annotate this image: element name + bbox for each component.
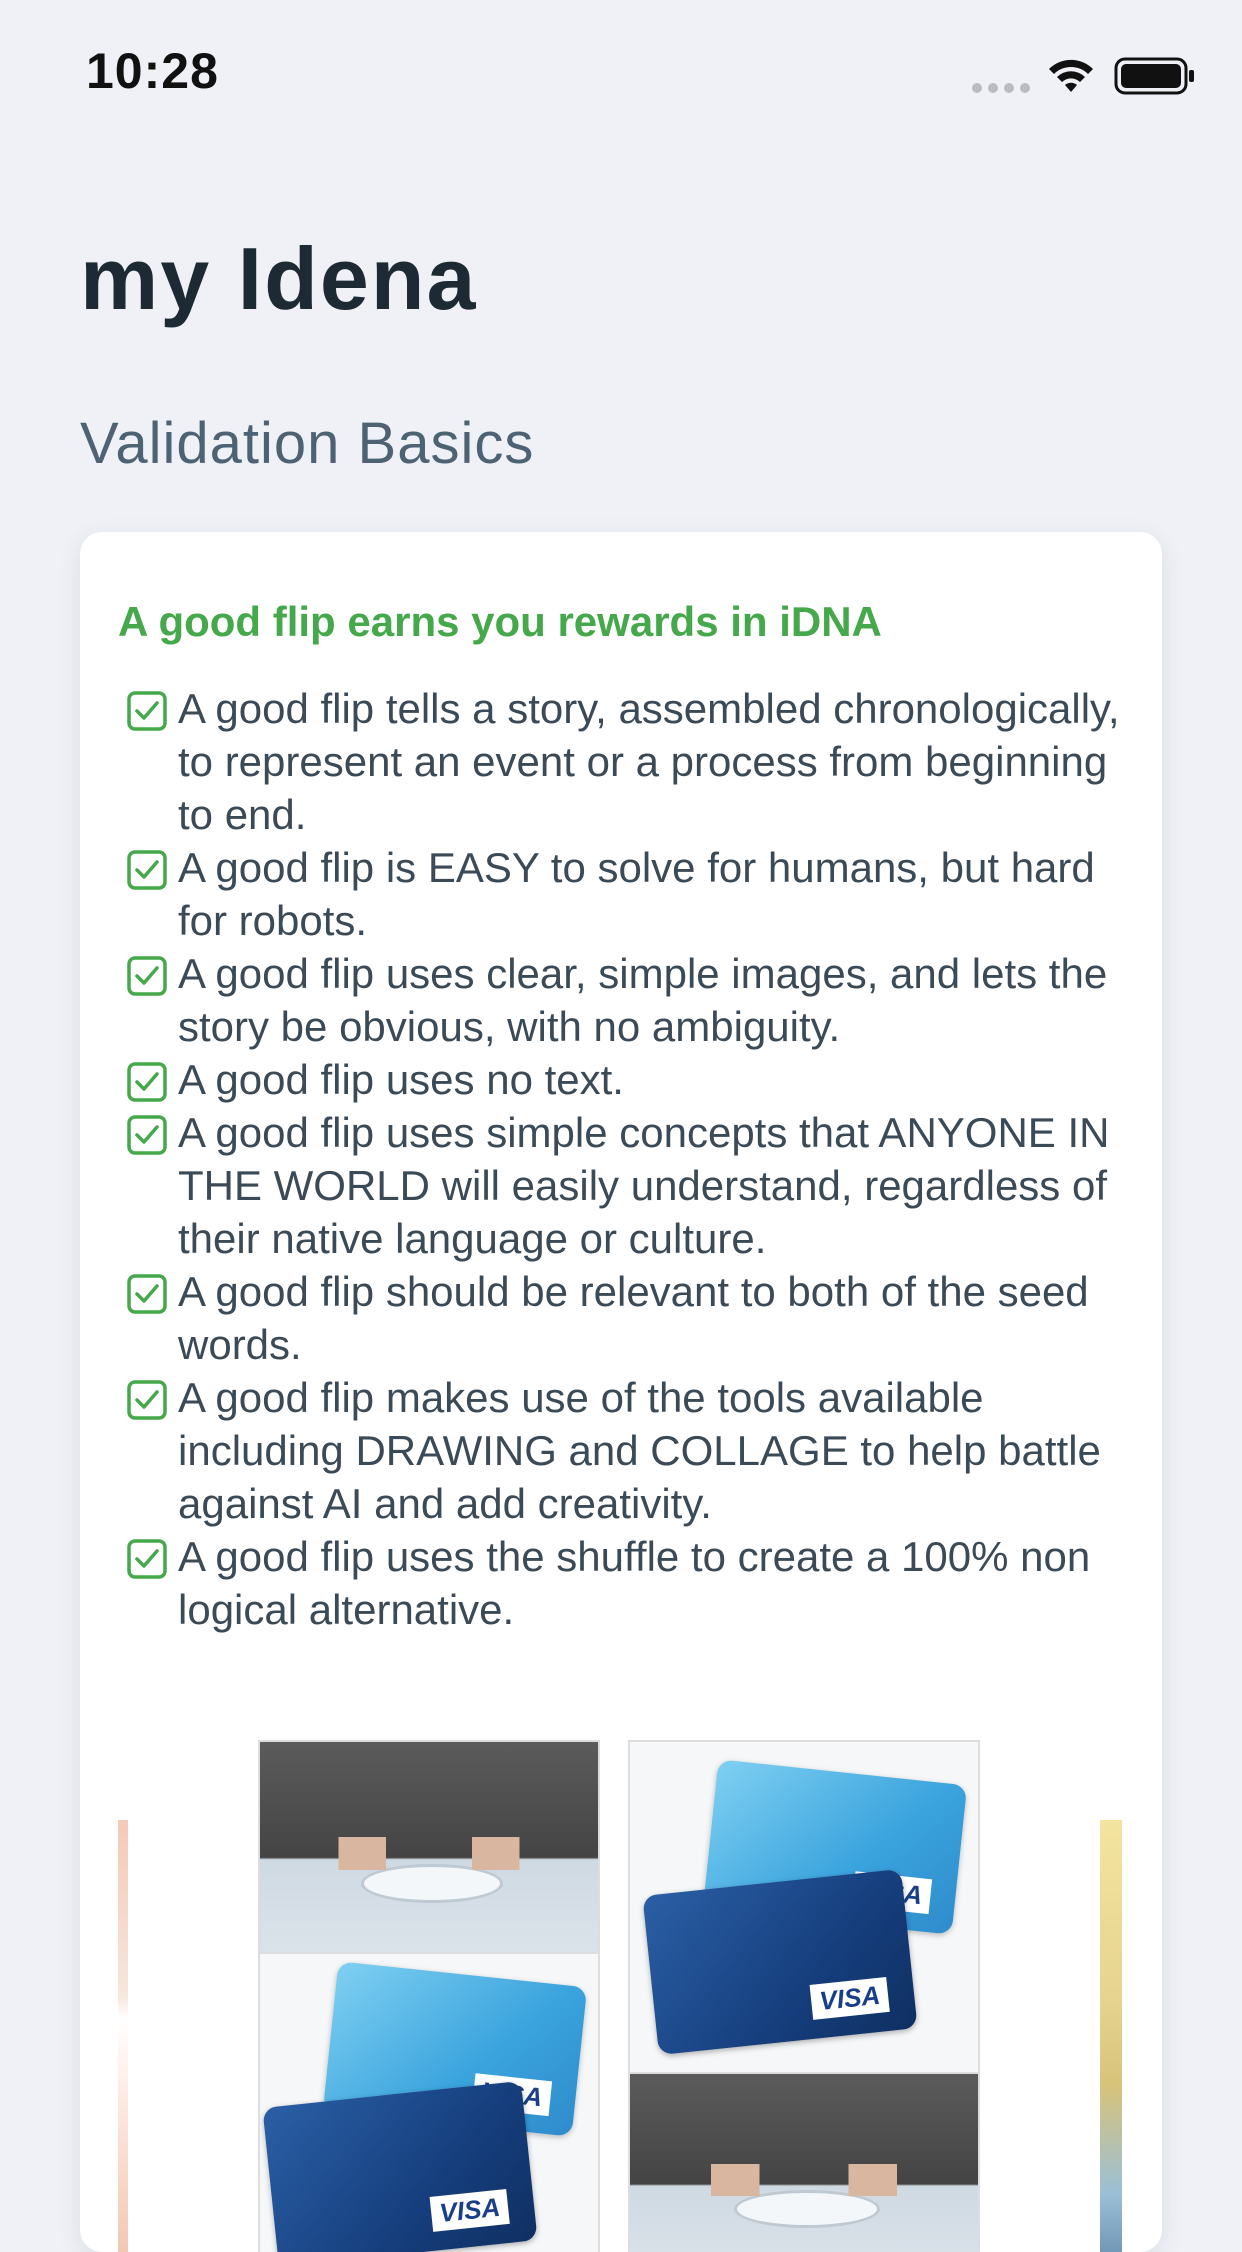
flip-image-man-empty-plate xyxy=(258,1740,600,1954)
flip-image-man-empty-plate xyxy=(628,2072,980,2252)
list-item: A good flip should be relevant to both o… xyxy=(124,1265,1124,1371)
previous-flip-preview[interactable] xyxy=(118,1820,128,2252)
status-bar: 10:28 xyxy=(0,0,1242,150)
list-item: A good flip uses simple concepts that AN… xyxy=(124,1106,1124,1265)
list-item: A good flip uses clear, simple images, a… xyxy=(124,947,1124,1053)
next-flip-preview[interactable] xyxy=(1100,1820,1122,2252)
status-time: 10:28 xyxy=(86,43,219,99)
checkbox-checked-icon xyxy=(127,1380,167,1420)
list-item: A good flip tells a story, assembled chr… xyxy=(124,682,1124,841)
list-item: A good flip uses the shuffle to create a… xyxy=(124,1530,1124,1636)
rule-text: A good flip uses no text. xyxy=(178,1056,624,1103)
rule-text: A good flip is EASY to solve for humans,… xyxy=(178,844,1095,944)
list-item: A good flip uses no text. xyxy=(124,1053,1124,1106)
checkbox-checked-icon xyxy=(127,1539,167,1579)
checkbox-checked-icon xyxy=(127,956,167,996)
checkbox-checked-icon xyxy=(127,691,167,731)
signal-icon xyxy=(972,83,1030,93)
validation-basics-card: A good flip earns you rewards in iDNA A … xyxy=(80,532,1162,2252)
rule-text: A good flip makes use of the tools avail… xyxy=(178,1374,1101,1527)
list-item: A good flip is EASY to solve for humans,… xyxy=(124,841,1124,947)
visa-logo: VISA xyxy=(809,1976,890,2020)
rule-text: A good flip should be relevant to both o… xyxy=(178,1268,1089,1368)
checkbox-checked-icon xyxy=(127,1062,167,1102)
battery-icon xyxy=(1114,57,1194,95)
visa-logo: VISA xyxy=(429,2188,510,2232)
section-title: Validation Basics xyxy=(80,411,535,476)
page-title: my Idena xyxy=(80,229,478,328)
flip-image-credit-cards: VISA VISA xyxy=(628,1740,980,2074)
rule-text: A good flip tells a story, assembled chr… xyxy=(178,685,1120,838)
rule-text: A good flip uses the shuffle to create a… xyxy=(178,1533,1091,1633)
checkbox-checked-icon xyxy=(127,850,167,890)
rules-list: A good flip tells a story, assembled chr… xyxy=(124,682,1124,1636)
checkbox-checked-icon xyxy=(127,1115,167,1155)
flip-example-gallery[interactable]: VISA VISA VISA VISA xyxy=(80,1740,1162,2252)
checkbox-checked-icon xyxy=(127,1274,167,1314)
rule-text: A good flip uses simple concepts that AN… xyxy=(178,1109,1110,1262)
flip-image-credit-cards: VISA VISA xyxy=(258,1952,600,2252)
rule-text: A good flip uses clear, simple images, a… xyxy=(178,950,1108,1050)
list-item: A good flip makes use of the tools avail… xyxy=(124,1371,1124,1530)
wifi-icon xyxy=(1049,59,1093,92)
card-heading: A good flip earns you rewards in iDNA xyxy=(118,598,882,645)
